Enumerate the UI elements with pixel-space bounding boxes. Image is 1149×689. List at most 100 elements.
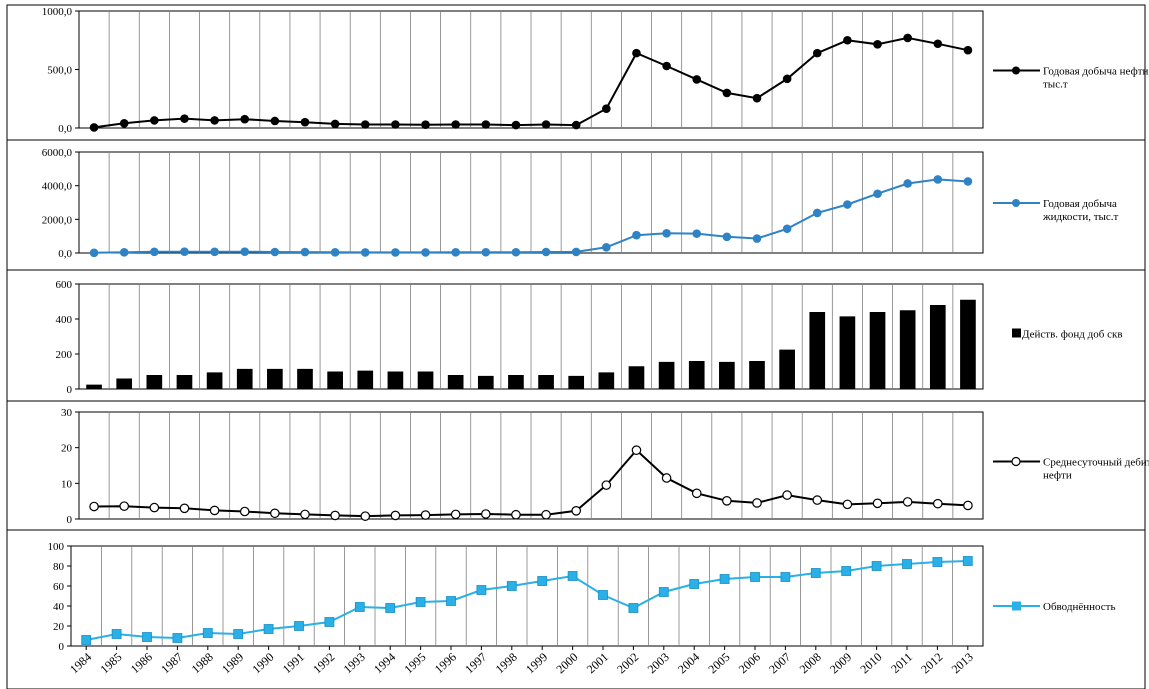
data-point: [962, 556, 973, 566]
x-tick-label: 2008: [797, 650, 824, 676]
y-tick-label: 500,0: [47, 65, 72, 77]
data-point: [873, 40, 882, 49]
data-point: [602, 104, 611, 113]
y-tick-label: 20: [53, 621, 65, 633]
series-line: [93, 36, 969, 129]
data-point: [210, 116, 219, 125]
bar: [658, 361, 675, 389]
data-point: [601, 480, 612, 490]
data-point: [239, 506, 250, 517]
data-point: [324, 617, 335, 627]
x-tick-label: 1993: [341, 650, 368, 676]
data-point: [571, 120, 581, 130]
data-point: [81, 635, 92, 645]
data-point: [300, 247, 310, 257]
data-point: [843, 200, 852, 209]
bar: [598, 372, 615, 389]
data-point: [752, 234, 762, 243]
bar: [568, 375, 585, 389]
data-point: [150, 116, 159, 125]
bar: [779, 349, 795, 389]
x-tick-label: 2000: [553, 650, 580, 676]
data-point: [692, 229, 702, 238]
y-tick-label: 4000,0: [42, 181, 73, 193]
panel-frame: [6, 529, 1146, 689]
data-point: [689, 579, 700, 589]
legend: Обводнённость: [993, 601, 1115, 613]
data-point: [119, 119, 129, 128]
data-point: [142, 632, 152, 642]
data-point: [902, 559, 912, 569]
series-line: [86, 560, 968, 641]
bar: [357, 370, 374, 389]
x-tick-label: 1989: [219, 650, 246, 676]
bar: [176, 375, 193, 389]
data-point: [963, 45, 973, 55]
data-point: [354, 602, 365, 612]
bar: [869, 312, 886, 389]
data-point: [963, 500, 973, 511]
x-tick-label: 1984: [67, 650, 94, 676]
data-point: [541, 120, 551, 129]
data-point: [511, 509, 521, 520]
data-point: [172, 633, 183, 643]
data-point: [963, 177, 973, 186]
y-tick-label: 1000,0: [42, 6, 73, 18]
data-point: [180, 114, 189, 123]
data-point: [450, 509, 461, 520]
legend-label: Среднесуточный дебит: [1043, 457, 1149, 469]
data-point: [692, 75, 702, 84]
bar: [538, 375, 554, 389]
panel-annual-oil: 0,0 500,0 1000,0 Годовая добыча нефти,тыс.т: [6, 4, 1149, 141]
data-point: [661, 473, 672, 483]
y-tick-label: 0: [67, 384, 73, 396]
bar: [960, 299, 976, 389]
x-tick-label: 1996: [432, 650, 459, 676]
y-tick-label: 20: [61, 443, 73, 455]
bar: [387, 371, 404, 389]
x-tick-label: 2002: [614, 650, 641, 676]
data-point: [932, 557, 943, 567]
x-tick-label: 2003: [645, 650, 672, 676]
x-tick-label: 2012: [918, 650, 945, 676]
data-point: [933, 175, 943, 184]
y-tick-label: 30: [61, 407, 73, 419]
data-point: [263, 624, 274, 634]
data-point: [541, 509, 551, 520]
data-point: [511, 120, 521, 130]
y-tick-label: 400: [56, 314, 73, 326]
data-point: [782, 490, 792, 500]
y-tick-label: 10: [61, 478, 73, 490]
data-point: [421, 120, 430, 130]
data-point: [451, 120, 460, 129]
data-point: [632, 230, 641, 240]
data-point: [933, 39, 943, 49]
data-point: [390, 510, 401, 521]
y-tick-label: 200: [56, 349, 73, 361]
bar: [749, 361, 765, 389]
data-point: [111, 629, 122, 639]
y-tick-label: 100: [48, 541, 65, 553]
data-point: [631, 445, 642, 455]
data-point: [415, 597, 426, 607]
series-line: [94, 448, 968, 518]
data-point: [451, 248, 460, 257]
x-tick-label: 2009: [827, 650, 854, 676]
data-point: [179, 503, 190, 514]
data-point: [480, 509, 491, 519]
bar: [688, 361, 705, 389]
x-axis: 1984 1985 1986 1987 1988 1989 1990 1991 1992 1993…: [67, 646, 976, 676]
panel-water-cut: 0 20 40 60 80 100 Обводнённость: [6, 529, 1146, 689]
bar: [86, 384, 102, 389]
data-point: [421, 248, 430, 257]
bar: [929, 305, 946, 389]
data-point: [210, 247, 219, 257]
data-point: [209, 505, 220, 516]
y-tick-label: 2000,0: [42, 214, 73, 226]
bar: [206, 372, 223, 389]
data-point: [628, 603, 639, 613]
data-point: [476, 585, 487, 595]
data-point: [149, 502, 160, 513]
